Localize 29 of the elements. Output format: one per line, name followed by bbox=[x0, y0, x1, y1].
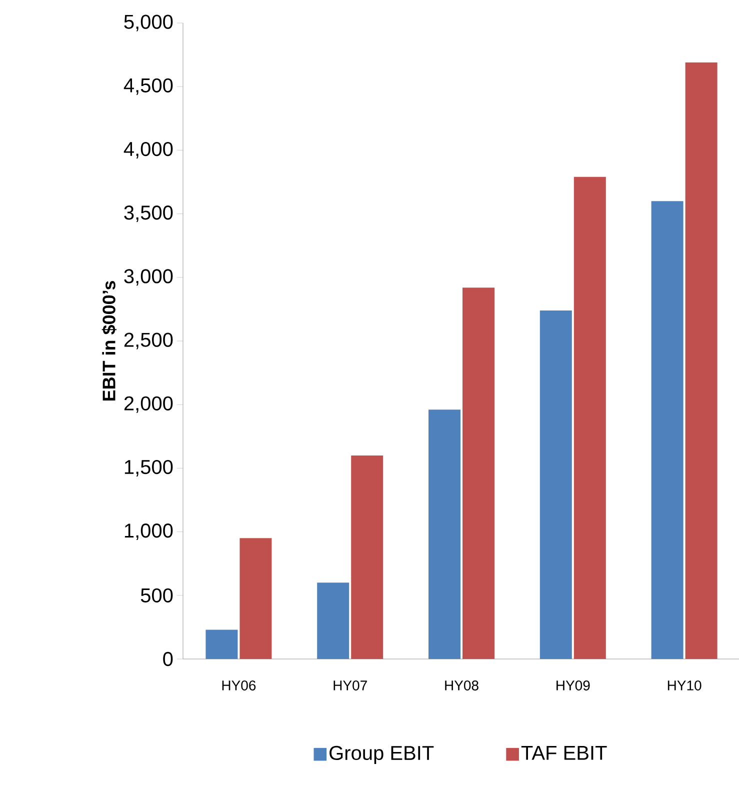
x-tick-label: HY09 bbox=[556, 680, 590, 690]
y-axis-title: EBIT in $000’s bbox=[102, 281, 117, 400]
y-tick-label: 3,000 bbox=[124, 269, 173, 286]
y-tick-label: 2,000 bbox=[124, 396, 173, 413]
x-tick-label: HY06 bbox=[222, 680, 256, 690]
y-tick-label: 4,000 bbox=[124, 142, 173, 158]
y-tick-label: 1,000 bbox=[124, 524, 173, 540]
bar bbox=[206, 630, 238, 659]
y-tick-label: 4,500 bbox=[124, 78, 173, 95]
bar bbox=[428, 410, 460, 659]
bar bbox=[651, 201, 684, 659]
y-tick-label: 1,500 bbox=[124, 460, 173, 476]
bar bbox=[240, 538, 272, 659]
x-tick-label: HY10 bbox=[668, 680, 702, 690]
legend-label: Group EBIT bbox=[330, 746, 434, 764]
bar bbox=[540, 310, 572, 659]
y-tick-label: 0 bbox=[163, 652, 173, 666]
legend-label: TAF EBIT bbox=[521, 746, 607, 760]
bar bbox=[462, 288, 495, 659]
y-tick-label: 3,500 bbox=[124, 206, 173, 222]
bar bbox=[685, 62, 718, 659]
bar bbox=[351, 455, 384, 659]
bar bbox=[574, 176, 606, 659]
x-tick-label: HY08 bbox=[445, 680, 478, 690]
y-tick-label: 5,000 bbox=[124, 14, 173, 32]
y-tick-label: 500 bbox=[140, 588, 173, 602]
y-tick-label: 2,500 bbox=[124, 332, 173, 350]
x-tick-label: HY07 bbox=[334, 680, 367, 690]
bar bbox=[317, 582, 350, 659]
